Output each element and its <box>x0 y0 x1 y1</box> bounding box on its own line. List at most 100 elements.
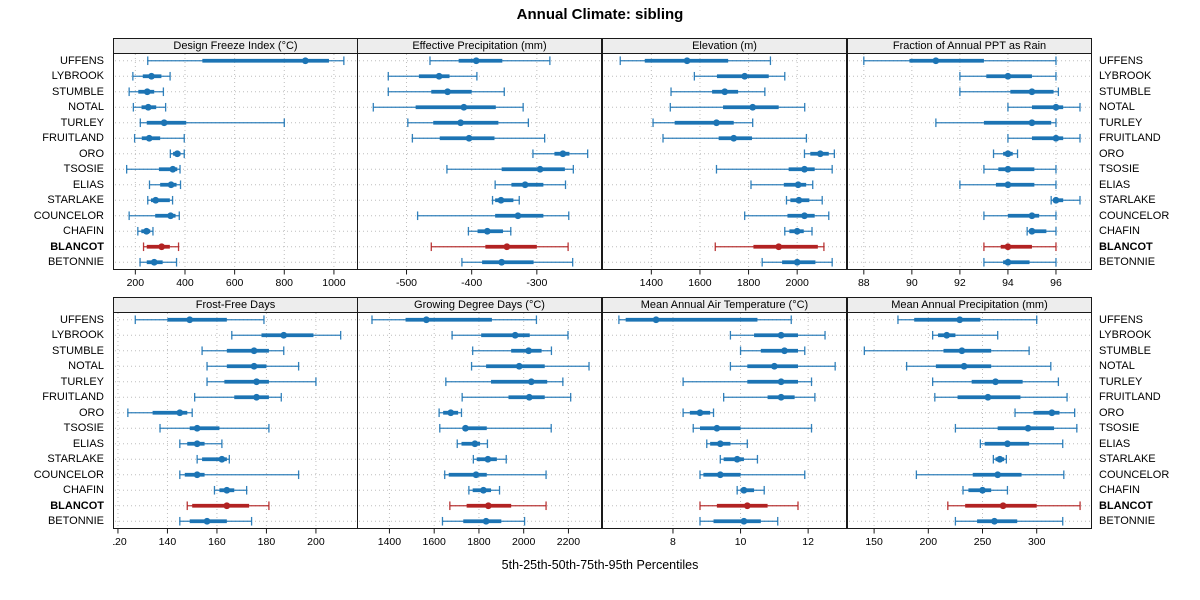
x-tick-label: 250 <box>974 536 992 548</box>
error-bar-stumble <box>387 87 505 97</box>
panel-growing-degree-days-c: Growing Degree Days (°C) 1400 1600 1800 2000… <box>357 297 602 552</box>
site-label-fruitland: FRUITLAND <box>1099 132 1161 145</box>
x-tick-label: 200 <box>307 536 325 548</box>
error-bar-chafin <box>736 485 765 495</box>
error-bar-starlake <box>992 454 1008 464</box>
error-bar-oro <box>803 149 836 159</box>
error-bar-blancot <box>186 501 270 511</box>
site-label-fruitland: FRUITLAND <box>42 391 104 404</box>
x-tick-label: 400 <box>176 277 194 289</box>
x-tick-label: 200 <box>920 536 938 548</box>
error-bar-betonnie <box>139 257 178 267</box>
site-labels-left-row2: UFFENS LYBROOK STUMBLE NOTAL TURLEY FRUITLAND… <box>0 312 109 529</box>
site-label-notal: NOTAL <box>68 360 104 373</box>
panel-fraction-of-annual-ppt-as-rain: Fraction of Annual PPT as Rain 88 90 92 94 96 <box>847 38 1092 293</box>
error-bar-blancot <box>714 242 825 252</box>
error-bar-councelor <box>915 470 1065 480</box>
panel-mean-annual-precipitation-mm: Mean Annual Precipitation (mm) 150 200 250 3… <box>847 297 1092 552</box>
site-label-fruitland: FRUITLAND <box>1099 391 1161 404</box>
error-bar-turley <box>445 377 564 387</box>
site-label-stumble: STUMBLE <box>52 344 104 357</box>
site-label-betonnie: BETONNIE <box>1099 515 1156 528</box>
error-bar-oro <box>682 408 715 418</box>
site-label-blancot: BLANCOT <box>1099 240 1153 253</box>
panel-strip-title: Mean Annual Precipitation (mm) <box>847 297 1092 312</box>
site-label-tsosie: TSOSIE <box>63 163 104 176</box>
error-bar-stumble <box>128 87 165 97</box>
x-tick-label: 140 <box>159 536 177 548</box>
error-bar-uffens <box>134 315 265 325</box>
error-bar-elias <box>148 180 182 190</box>
x-tick-label: 96 <box>1050 277 1062 289</box>
error-bar-lybrook <box>693 71 786 81</box>
x-tick-label: 1000 <box>322 277 346 289</box>
x-tick-label: 12 <box>802 536 814 548</box>
panel-plot: 200 400 600 800 1000 <box>113 53 358 289</box>
error-bar-lybrook <box>959 71 1057 81</box>
error-bar-elias <box>706 439 748 449</box>
error-bar-fruitland <box>411 133 546 143</box>
error-bar-turley <box>407 118 530 128</box>
figure-title: Annual Climate: sibling <box>516 6 684 23</box>
error-bar-turley <box>139 118 285 128</box>
error-bar-councelor <box>744 211 830 221</box>
error-bar-uffens <box>371 315 538 325</box>
panel-mean-annual-air-temperature-c: Mean Annual Air Temperature (°C) 8 10 12 <box>602 297 847 552</box>
error-bar-tsosie <box>159 423 270 433</box>
site-label-lybrook: LYBROOK <box>51 70 104 83</box>
site-label-stumble: STUMBLE <box>52 85 104 98</box>
panel-plot: 150 200 250 300 <box>847 312 1092 548</box>
x-tick-label: 2000 <box>785 277 809 289</box>
panel-frost-free-days: Frost-Free Days 120 140 160 180 200 <box>113 297 358 552</box>
error-bar-chafin <box>962 485 1009 495</box>
site-label-councelor: COUNCELOR <box>1099 209 1170 222</box>
error-bar-turley <box>931 377 1060 387</box>
error-bar-fruitland <box>194 392 282 402</box>
site-label-turley: TURLEY <box>1099 375 1143 388</box>
x-tick-label: 1400 <box>640 277 664 289</box>
panel-plot: 1400 1600 1800 2000 2200 <box>357 312 602 548</box>
x-tick-label: 200 <box>127 277 145 289</box>
site-label-chafin: CHAFIN <box>1099 225 1140 238</box>
error-bar-turley <box>682 377 813 387</box>
x-tick-label: -400 <box>461 277 482 289</box>
error-bar-notal <box>1007 102 1081 112</box>
error-bar-betonnie <box>983 257 1057 267</box>
site-label-lybrook: LYBROOK <box>1099 70 1152 83</box>
site-label-elias: ELIAS <box>1099 178 1131 191</box>
site-label-stumble: STUMBLE <box>1099 85 1151 98</box>
x-tick-label: 160 <box>208 536 226 548</box>
site-label-elias: ELIAS <box>1099 437 1131 450</box>
error-bar-starlake <box>472 454 507 464</box>
site-label-uffens: UFFENS <box>60 313 104 326</box>
error-bar-oro <box>169 149 185 159</box>
panel-plot: 88 90 92 94 96 <box>847 53 1092 289</box>
site-label-turley: TURLEY <box>60 375 104 388</box>
error-bar-lybrook <box>729 330 826 340</box>
error-bar-oro <box>438 408 463 418</box>
site-label-uffens: UFFENS <box>1099 54 1143 67</box>
error-bar-betonnie <box>461 257 574 267</box>
error-bar-lybrook <box>387 71 478 81</box>
error-bar-turley <box>935 118 1057 128</box>
site-label-stumble: STUMBLE <box>1099 344 1151 357</box>
error-bar-councelor <box>699 470 806 480</box>
x-tick-label: 600 <box>226 277 244 289</box>
site-label-notal: NOTAL <box>1099 101 1135 114</box>
error-bar-notal <box>470 361 590 371</box>
site-label-starlake: STARLAKE <box>47 453 104 466</box>
error-bar-tsosie <box>954 423 1078 433</box>
x-tick-label: -500 <box>396 277 417 289</box>
error-bar-betonnie <box>441 516 526 526</box>
site-label-oro: ORO <box>1099 406 1125 419</box>
error-bar-elias <box>494 180 567 190</box>
site-label-oro: ORO <box>78 147 104 160</box>
error-bar-fruitland <box>133 133 185 143</box>
site-label-tsosie: TSOSIE <box>1099 422 1140 435</box>
x-tick-label: 1600 <box>423 536 447 548</box>
site-labels-right-row1: UFFENS LYBROOK STUMBLE NOTAL TURLEY FRUITLAND… <box>1094 53 1198 270</box>
site-label-elias: ELIAS <box>72 178 104 191</box>
error-bar-starlake <box>785 195 823 205</box>
error-bar-lybrook <box>132 71 171 81</box>
site-label-councelor: COUNCELOR <box>33 209 104 222</box>
